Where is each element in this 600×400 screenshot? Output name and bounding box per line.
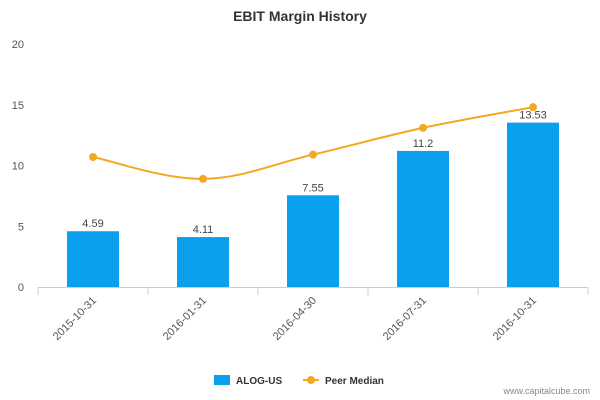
x-axis-labels: 2015-10-31 2016-01-31 2016-04-30 2016-07-31… [51, 295, 539, 343]
bar-alog-2015-10-31[interactable] [67, 231, 119, 287]
peer-median-line [92, 106, 534, 180]
peer-median-point-2016-10-31[interactable] [529, 103, 537, 112]
peer-median-point-2016-04-30[interactable] [309, 150, 317, 159]
bar-data-label: 4.59 [82, 218, 103, 230]
y-tick-label: 15 [12, 100, 24, 112]
peer-median-point-2016-01-31[interactable] [199, 174, 207, 183]
bar-data-label: 11.2 [413, 138, 434, 150]
peer-median-point-2016-07-31[interactable] [419, 123, 427, 132]
y-tick-label: 20 [12, 39, 24, 51]
y-tick-label: 5 [18, 221, 24, 233]
legend[interactable]: ALOG-US Peer Median [214, 375, 384, 387]
x-axis-ticks [37, 287, 589, 295]
peer-median-point-2015-10-31[interactable] [89, 152, 97, 161]
chart-title: EBIT Margin History [233, 8, 367, 24]
bar-data-labels: 4.59 4.11 7.55 11.2 13.53 [82, 110, 546, 236]
bar-series [67, 122, 559, 287]
y-axis: 0 5 10 15 20 [12, 39, 24, 294]
credit-text[interactable]: www.capitalcube.com [502, 386, 590, 396]
bar-data-label: 13.53 [519, 110, 547, 122]
bar-data-label: 4.11 [193, 224, 214, 236]
bar-alog-2016-10-31[interactable] [507, 122, 559, 287]
legend-swatch-peer-marker [307, 376, 315, 384]
legend-label-peer: Peer Median [325, 376, 384, 387]
bar-alog-2016-04-30[interactable] [287, 195, 339, 287]
peer-median-points [89, 103, 537, 183]
x-tick-label: 2016-10-31 [491, 295, 539, 343]
x-tick-label: 2016-04-30 [271, 295, 319, 343]
x-tick-label: 2016-01-31 [161, 295, 209, 343]
y-tick-label: 10 [12, 161, 24, 173]
x-tick-label: 2015-10-31 [51, 295, 99, 343]
bar-alog-2016-07-31[interactable] [397, 150, 449, 287]
legend-label-alog: ALOG-US [236, 376, 282, 387]
y-tick-label: 0 [18, 282, 24, 294]
bar-alog-2016-01-31[interactable] [177, 237, 229, 287]
legend-swatch-alog [214, 375, 230, 385]
x-tick-label: 2016-07-31 [381, 295, 429, 343]
bar-data-label: 7.55 [302, 182, 323, 194]
